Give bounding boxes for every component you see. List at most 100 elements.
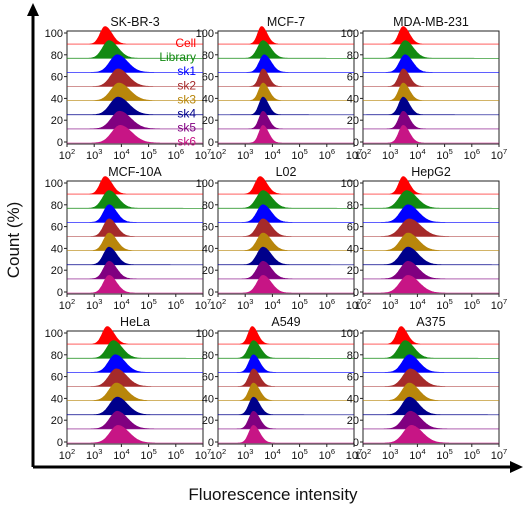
x-tick-label: 105 xyxy=(140,147,156,162)
y-tick-label: 0 xyxy=(208,287,214,299)
y-tick-label: 60 xyxy=(202,222,214,234)
histogram-track xyxy=(218,260,354,280)
panel-title: MCF-7 xyxy=(267,15,305,29)
x-tick-label: 102 xyxy=(355,447,371,462)
histogram-track xyxy=(218,68,354,87)
y-tick-label: 100 xyxy=(196,178,214,190)
y-tick-label: 80 xyxy=(51,50,63,62)
panel-frame xyxy=(217,180,355,295)
histogram-track xyxy=(67,326,203,345)
figure-y-label: Count (%) xyxy=(4,202,23,279)
legend-entry: sk5 xyxy=(177,121,196,135)
histogram-track xyxy=(218,382,354,401)
histogram-track xyxy=(66,190,203,209)
x-tick-label: 107 xyxy=(346,447,362,462)
y-tick-label: 80 xyxy=(347,50,359,62)
x-tick-label: 105 xyxy=(291,147,307,162)
y-tick-label: 100 xyxy=(196,28,214,40)
y-tick-label: 60 xyxy=(347,72,359,84)
histogram-track xyxy=(363,382,499,401)
histogram-track xyxy=(67,260,203,280)
legend-entry: sk3 xyxy=(177,92,196,106)
x-tick-label: 104 xyxy=(113,297,129,312)
y-tick-label: 100 xyxy=(45,178,63,190)
y-tick-label: 60 xyxy=(51,372,63,384)
x-tick-label: 102 xyxy=(59,297,75,312)
y-tick-label: 0 xyxy=(208,137,214,149)
histogram-track xyxy=(363,204,499,223)
x-tick-label: 106 xyxy=(464,297,480,312)
x-tick-label: 107 xyxy=(491,297,507,312)
panel-title: MCF-10A xyxy=(108,165,162,179)
y-tick-label: 80 xyxy=(51,200,63,212)
y-tick-label: 40 xyxy=(347,243,359,255)
x-tick-label: 102 xyxy=(355,297,371,312)
histogram-track xyxy=(217,40,354,59)
y-tick-label: 100 xyxy=(196,328,214,340)
panel-frame xyxy=(362,180,500,295)
histogram-track xyxy=(67,232,203,251)
histogram-track xyxy=(67,218,203,237)
histogram-track xyxy=(66,40,203,59)
histogram-track xyxy=(217,340,354,359)
panel-frame xyxy=(217,330,355,445)
histogram-track xyxy=(363,26,499,45)
x-tick-label: 103 xyxy=(86,147,102,162)
x-tick-label: 107 xyxy=(346,147,362,162)
histogram-track xyxy=(67,354,203,373)
histogram-track xyxy=(66,340,203,359)
histogram-track xyxy=(66,396,203,416)
histogram-track xyxy=(217,190,354,209)
x-tick-label: 104 xyxy=(409,297,425,312)
x-tick-label: 102 xyxy=(210,297,226,312)
x-tick-label: 105 xyxy=(140,447,156,462)
histogram-track xyxy=(217,246,354,266)
x-tick-label: 102 xyxy=(210,447,226,462)
panel-frame xyxy=(362,30,500,145)
legend-entry: sk2 xyxy=(177,78,196,92)
y-tick-label: 0 xyxy=(353,437,359,449)
histogram-track xyxy=(66,96,204,116)
panel-title: A375 xyxy=(416,315,445,329)
y-tick-label: 80 xyxy=(202,200,214,212)
x-tick-label: 107 xyxy=(346,297,362,312)
x-tick-label: 103 xyxy=(237,447,253,462)
y-tick-label: 40 xyxy=(347,93,359,105)
histogram-track xyxy=(217,396,354,416)
histogram-track xyxy=(363,111,499,130)
y-tick-label: 40 xyxy=(51,393,63,405)
y-tick-label: 100 xyxy=(341,28,359,40)
x-tick-label: 104 xyxy=(409,147,425,162)
histogram-track xyxy=(67,382,203,401)
x-tick-label: 103 xyxy=(382,447,398,462)
y-tick-label: 80 xyxy=(347,200,359,212)
histogram-track xyxy=(218,26,354,45)
y-tick-label: 60 xyxy=(347,222,359,234)
y-tick-label: 20 xyxy=(347,415,359,427)
histogram-track xyxy=(363,232,499,251)
x-tick-label: 103 xyxy=(237,297,253,312)
histogram-track xyxy=(218,232,354,251)
panel-frame xyxy=(66,330,204,445)
histogram-track xyxy=(363,354,499,373)
histogram-track xyxy=(66,246,203,266)
x-tick-label: 105 xyxy=(436,447,452,462)
histogram-track xyxy=(363,326,499,345)
figure-axes: Fluorescence intensity Count (%) xyxy=(4,3,523,504)
x-tick-label: 106 xyxy=(319,147,335,162)
x-tick-label: 104 xyxy=(409,447,425,462)
y-tick-label: 20 xyxy=(51,265,63,277)
histogram-track xyxy=(363,218,499,237)
x-tick-label: 106 xyxy=(319,297,335,312)
y-tick-label: 0 xyxy=(57,437,63,449)
histogram-track xyxy=(67,124,203,144)
histogram-track xyxy=(67,176,203,195)
x-tick-label: 105 xyxy=(436,297,452,312)
y-tick-label: 80 xyxy=(202,50,214,62)
y-tick-label: 20 xyxy=(51,415,63,427)
